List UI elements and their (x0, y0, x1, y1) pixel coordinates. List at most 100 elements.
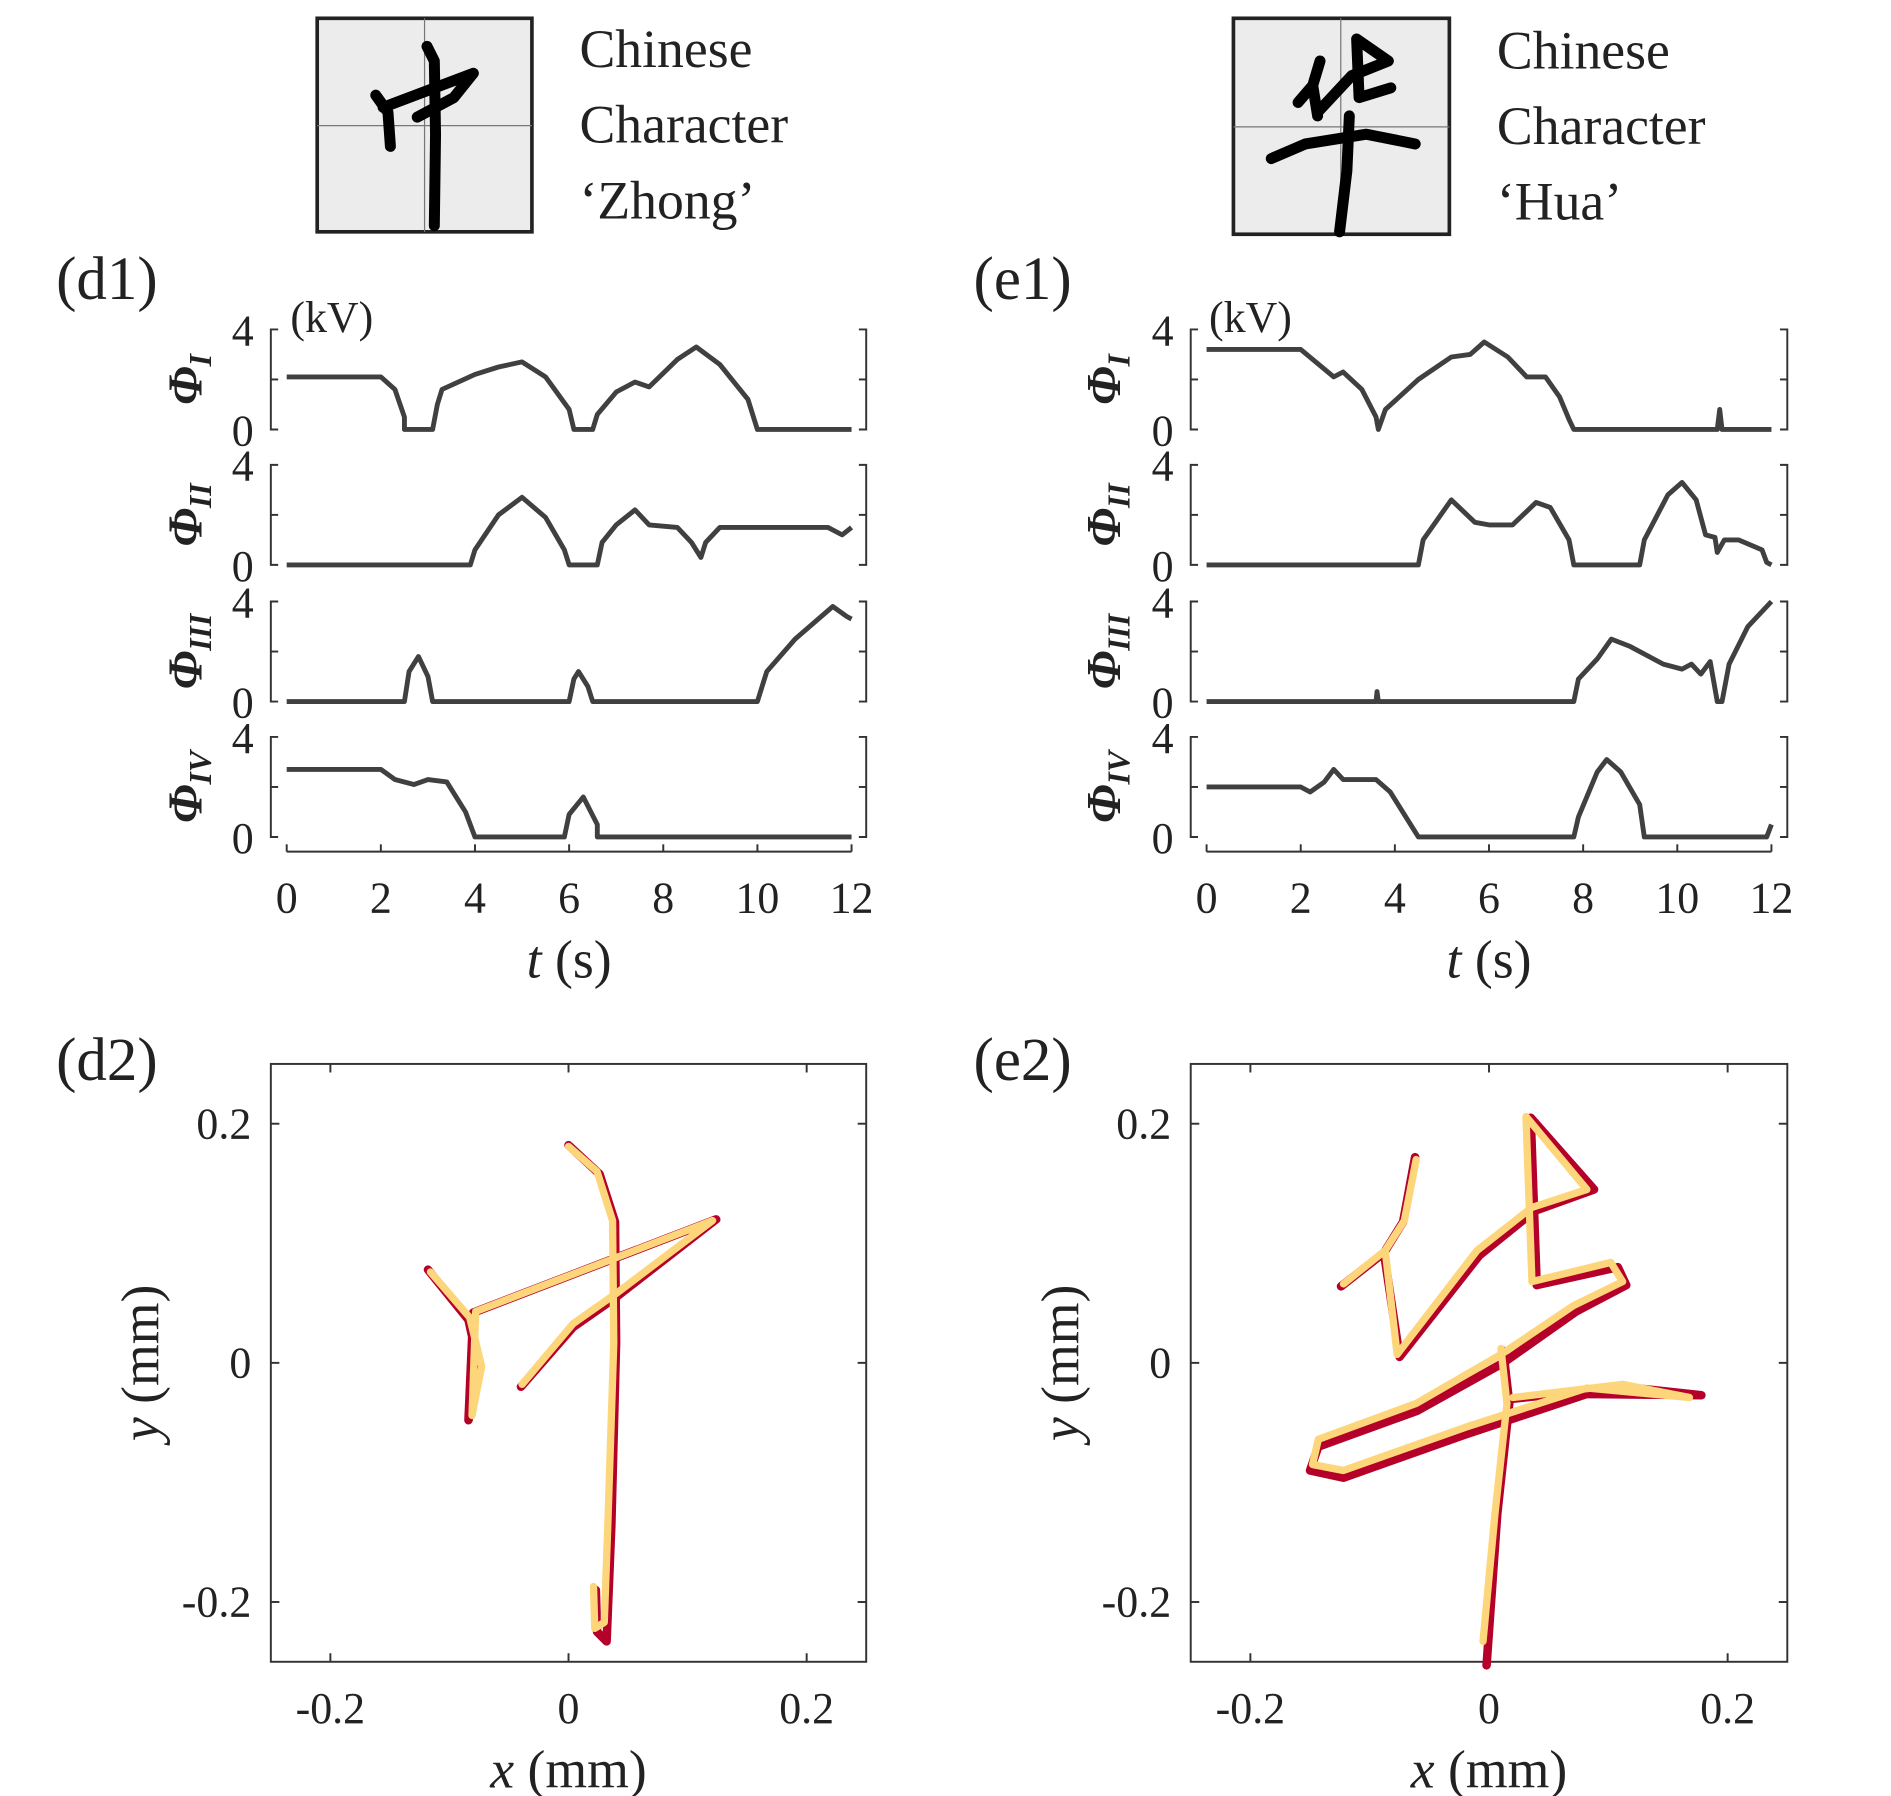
x-axis-unit: (mm) (1435, 1739, 1568, 1796)
subplot-e1-II: 0 4 ΦII (1077, 442, 1789, 591)
x-tick-label: 12 (1749, 874, 1793, 923)
y-tick-label: 0 (232, 814, 254, 863)
y-tick-label: 4 (232, 306, 254, 355)
y-tick-label: 0 (232, 406, 254, 455)
series-line-ΦI (286, 344, 852, 432)
y-axis-label: ΦII (158, 482, 218, 547)
series-line-ΦI (1206, 339, 1772, 432)
trajectory-yellow-stroke-0 (426, 1216, 717, 1420)
unit-label-d1: (kV) (290, 293, 373, 342)
x-tick-label: 12 (830, 874, 874, 923)
y-tick-label: 0.2 (1116, 1099, 1171, 1148)
y-axis-label-subscript: II (183, 482, 218, 509)
x-tick-label: -0.2 (296, 1684, 366, 1733)
y-axis-label: ΦII (1077, 482, 1137, 547)
panel-label-d1: (d1) (56, 246, 158, 313)
x-axis-unit: (s) (542, 929, 612, 989)
y-tick-label: 0 (232, 678, 254, 727)
x-axis-unit: (mm) (514, 1739, 647, 1796)
y-axis-variable: y (1030, 1417, 1090, 1446)
y-tick-label: 0 (1152, 542, 1174, 591)
subplot-d1-IV: 0 4 ΦIV (158, 714, 868, 863)
trajectory-plot-d2: -0.2 0 0.2-0.200.2x (mm)y (mm) (111, 1062, 868, 1796)
x-tick-label: 4 (464, 874, 486, 923)
subplot-d1-II: 0 4 ΦII (158, 442, 868, 591)
character-icon-zhong (315, 16, 534, 234)
x-axis-e1: 0 2 4 6 8 10 12 t (s) (1196, 844, 1793, 989)
x-tick-label: 0 (1196, 874, 1218, 923)
y-tick-label: 4 (232, 442, 254, 491)
x-tick-label: 10 (1655, 874, 1699, 923)
y-tick-label: 0.2 (196, 1099, 251, 1148)
x-tick-label: 0.2 (1700, 1684, 1755, 1733)
y-axis-label-subscript: IV (1102, 748, 1137, 785)
character-label-hua-1: Chinese (1497, 20, 1670, 80)
x-axis-label: x (mm) (1410, 1739, 1567, 1796)
x-tick-label: 2 (370, 874, 392, 923)
x-tick-label: 8 (652, 874, 674, 923)
y-axis-label: y (mm) (1030, 1285, 1090, 1447)
y-axis-label-subscript: III (1102, 612, 1137, 652)
y-tick-label: 4 (232, 714, 254, 763)
unit-label-e1: (kV) (1209, 293, 1292, 342)
series-line-ΦIII (286, 604, 853, 705)
character-label-zhong-3: ‘Zhong’ (579, 170, 755, 230)
x-tick-label: 0.2 (779, 1684, 834, 1733)
y-tick-label: 4 (232, 578, 254, 627)
series-line-ΦII (1206, 479, 1773, 568)
series-line-ΦII (286, 494, 854, 568)
character-label-hua-2: Character (1497, 96, 1706, 156)
x-axis-variable: x (1410, 1739, 1435, 1796)
x-axis-unit: (s) (1461, 929, 1531, 989)
x-axis-label: t (s) (1447, 929, 1532, 989)
x-axis-variable: t (527, 929, 543, 989)
y-axis-label-subscript: I (183, 352, 218, 367)
y-axis-label: ΦI (1077, 352, 1137, 405)
subplot-d1-III: 0 4 ΦIII (158, 578, 868, 727)
y-tick-label: 4 (1152, 442, 1174, 491)
y-axis-label: ΦIII (158, 612, 218, 689)
y-axis-label: ΦI (158, 352, 218, 405)
y-axis-label-subscript: II (1102, 482, 1137, 509)
x-tick-label: 6 (1478, 874, 1500, 923)
y-tick-label: 0 (1152, 814, 1174, 863)
trajectory-yellow-stroke-1 (1479, 1344, 1511, 1646)
panel-label-e1: (e1) (974, 246, 1072, 313)
x-tick-label: 4 (1384, 874, 1406, 923)
subplot-d1-I: 0 4 ΦI (158, 306, 868, 455)
series-line-ΦIV (286, 766, 852, 840)
y-tick-label: 4 (1152, 714, 1174, 763)
y-axis-unit: (mm) (1030, 1285, 1090, 1418)
y-axis-label-subscript: I (1102, 352, 1137, 367)
series-line-ΦIV (1206, 757, 1774, 840)
y-axis-label: ΦIV (1077, 748, 1137, 823)
y-tick-label: 0 (232, 542, 254, 591)
plot-frame (269, 1062, 868, 1663)
x-tick-label: 0 (558, 1684, 580, 1733)
y-tick-label: 0 (1152, 406, 1174, 455)
y-tick-label: 0 (1149, 1339, 1171, 1388)
panel-label-d2: (d2) (56, 1027, 158, 1094)
character-icon-hua (1231, 16, 1452, 238)
x-tick-label: 8 (1572, 874, 1594, 923)
series-line-ΦIII (1206, 599, 1774, 705)
y-axis-label: ΦIII (1077, 612, 1137, 689)
subplot-e1-I: 0 4 ΦI (1077, 306, 1789, 455)
y-axis-label-subscript: III (183, 612, 218, 652)
x-tick-label: 0 (1478, 1684, 1500, 1733)
trajectory-yellow-stroke-0 (1308, 1112, 1694, 1475)
subplot-e1-IV: 0 4 ΦIV (1077, 714, 1789, 863)
y-axis-label: ΦIV (158, 748, 218, 823)
panel-label-e2: (e2) (974, 1027, 1072, 1094)
y-axis-variable: y (111, 1417, 171, 1446)
trajectory-plot-e2: -0.2 0 0.2-0.200.2x (mm)y (mm) (1030, 1062, 1789, 1796)
x-tick-label: 10 (735, 874, 779, 923)
x-axis-label: t (s) (527, 929, 612, 989)
y-tick-label: 4 (1152, 306, 1174, 355)
y-axis-unit: (mm) (111, 1285, 171, 1418)
y-tick-label: 0 (229, 1339, 251, 1388)
x-axis-variable: t (1447, 929, 1463, 989)
character-label-zhong-2: Character (579, 95, 788, 155)
y-tick-label: -0.2 (1102, 1578, 1172, 1627)
